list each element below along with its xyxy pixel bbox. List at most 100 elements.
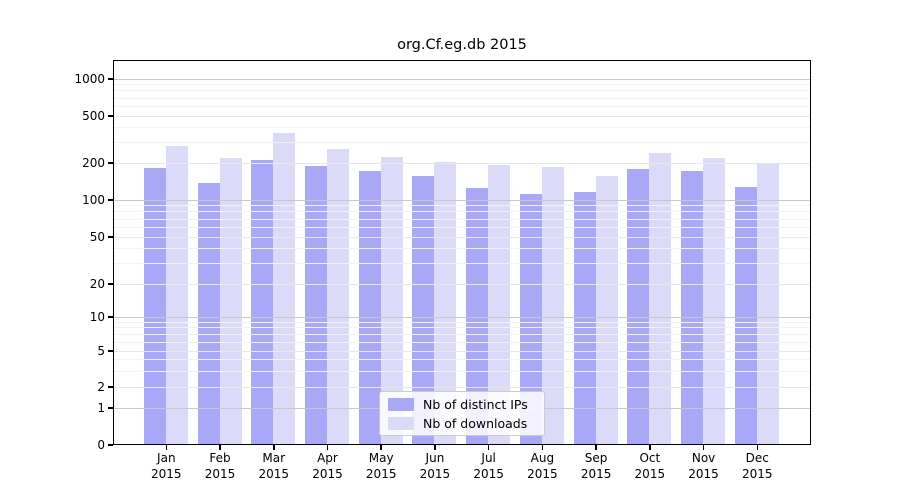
minor-gridline-3 bbox=[114, 370, 810, 372]
bar-apr-distinct-ips bbox=[304, 166, 327, 444]
x-tick-mark-oct bbox=[649, 445, 651, 450]
bar-jun-downloads bbox=[434, 161, 457, 444]
x-tick-mark-may bbox=[380, 445, 382, 450]
minor-gridline-70 bbox=[114, 218, 810, 220]
legend-swatch-distinct-ips bbox=[388, 397, 414, 411]
bar-nov-downloads bbox=[703, 157, 726, 444]
gridline-1000 bbox=[114, 78, 810, 80]
x-tick-mark-sep bbox=[595, 445, 597, 450]
x-tick-label-line: Nov bbox=[691, 451, 716, 465]
y-tick-label-10: 10 bbox=[89, 310, 105, 324]
x-tick-label-line: 2015 bbox=[688, 466, 719, 481]
bar-aug-downloads bbox=[541, 166, 564, 444]
bar-oct-distinct-ips bbox=[627, 169, 650, 444]
x-tick-label-line: Dec bbox=[745, 451, 769, 465]
x-tick-mark-jul bbox=[487, 445, 490, 450]
minor-gridline-400 bbox=[114, 126, 810, 128]
x-tick-label-jun: Jun 2015 bbox=[403, 451, 467, 482]
x-tick-label-line: 2015 bbox=[419, 466, 451, 481]
y-tick-label-100: 100 bbox=[82, 193, 105, 207]
y-tick-label-5: 5 bbox=[97, 344, 105, 358]
bar-apr-downloads bbox=[326, 148, 349, 444]
minor-gridline-6 bbox=[114, 341, 810, 343]
x-tick-label-line: 2015 bbox=[204, 466, 236, 481]
bar-mar-downloads bbox=[273, 133, 296, 444]
x-tick-mark-apr bbox=[326, 445, 329, 450]
gridline-500 bbox=[114, 115, 810, 117]
legend-item-distinct-ips: Nb of distinct IPs bbox=[388, 397, 536, 412]
bar-jan-downloads bbox=[165, 146, 188, 444]
x-tick-label-line: 2015 bbox=[312, 466, 343, 481]
y-tick-mark-0 bbox=[108, 444, 113, 446]
legend-swatch-downloads bbox=[388, 416, 414, 430]
gridline-50 bbox=[114, 236, 810, 238]
minor-gridline-8 bbox=[114, 327, 810, 329]
x-tick-label-line: 2015 bbox=[473, 466, 504, 481]
x-tick-mark-aug bbox=[541, 445, 544, 450]
gridline-2 bbox=[114, 386, 810, 388]
x-tick-label-aug: Aug 2015 bbox=[510, 451, 574, 482]
x-tick-label-jul: Jul 2015 bbox=[457, 451, 521, 482]
bar-oct-downloads bbox=[649, 153, 672, 444]
y-tick-mark-200 bbox=[108, 162, 113, 164]
bar-mar-distinct-ips bbox=[251, 159, 274, 444]
legend-label-downloads: Nb of downloads bbox=[423, 415, 528, 431]
y-tick-label-1: 1 bbox=[97, 401, 105, 415]
y-tick-mark-1 bbox=[108, 407, 113, 409]
y-tick-mark-1000 bbox=[108, 78, 113, 80]
x-tick-label-line: Sep bbox=[584, 451, 608, 465]
minor-gridline-7 bbox=[114, 333, 810, 335]
bar-jan-distinct-ips bbox=[143, 167, 166, 444]
x-tick-label-line: Aug bbox=[530, 451, 555, 465]
x-tick-mark-jun bbox=[434, 445, 436, 450]
x-tick-mark-dec bbox=[756, 445, 759, 450]
x-tick-label-feb: Feb 2015 bbox=[188, 451, 252, 482]
x-tick-mark-feb bbox=[219, 445, 221, 450]
bar-sep-distinct-ips bbox=[573, 192, 596, 444]
minor-gridline-30 bbox=[114, 262, 810, 264]
x-tick-label-nov: Nov 2015 bbox=[672, 451, 736, 482]
x-tick-label-line: Jul bbox=[481, 451, 496, 465]
gridline-100 bbox=[114, 199, 810, 201]
minor-gridline-90 bbox=[114, 205, 810, 207]
x-tick-label-line: 2015 bbox=[742, 466, 773, 481]
bar-feb-downloads bbox=[219, 157, 242, 444]
minor-gridline-800 bbox=[114, 90, 810, 92]
plot-area: Nb of distinct IPs Nb of downloads bbox=[113, 60, 811, 445]
bar-jun-distinct-ips bbox=[412, 175, 435, 444]
y-tick-label-200: 200 bbox=[82, 156, 105, 170]
minor-gridline-700 bbox=[114, 97, 810, 99]
gridline-10 bbox=[114, 316, 810, 318]
y-tick-label-1000: 1000 bbox=[74, 72, 105, 86]
legend-label-distinct-ips: Nb of distinct IPs bbox=[423, 396, 528, 412]
y-tick-mark-500 bbox=[108, 115, 113, 117]
bar-aug-distinct-ips bbox=[519, 193, 542, 444]
x-tick-label-line: Feb bbox=[209, 451, 231, 465]
y-tick-label-2: 2 bbox=[97, 380, 105, 394]
bar-jul-distinct-ips bbox=[466, 187, 489, 444]
y-tick-mark-20 bbox=[108, 283, 113, 285]
x-tick-label-line: Apr bbox=[317, 451, 338, 465]
minor-gridline-900 bbox=[114, 84, 810, 86]
bar-dec-distinct-ips bbox=[734, 187, 757, 444]
x-tick-mark-jan bbox=[165, 445, 168, 450]
bar-nov-distinct-ips bbox=[681, 170, 704, 444]
y-tick-label-50: 50 bbox=[89, 230, 105, 244]
x-tick-label-line: 2015 bbox=[151, 466, 182, 481]
chart-title: org.Cf.eg.db 2015 bbox=[397, 37, 527, 53]
x-tick-label-may: May 2015 bbox=[349, 451, 413, 482]
x-tick-label-line: 2015 bbox=[634, 466, 666, 481]
y-tick-mark-50 bbox=[108, 236, 113, 238]
bar-may-downloads bbox=[380, 156, 403, 444]
x-tick-label-oct: Oct 2015 bbox=[618, 451, 682, 482]
x-tick-label-mar: Mar 2015 bbox=[242, 451, 306, 482]
legend: Nb of distinct IPs Nb of downloads bbox=[379, 391, 545, 436]
x-tick-label-line: Jun bbox=[425, 451, 445, 465]
bar-feb-distinct-ips bbox=[197, 183, 220, 444]
minor-gridline-80 bbox=[114, 211, 810, 213]
gridline-20 bbox=[114, 283, 810, 285]
y-tick-mark-100 bbox=[108, 199, 113, 201]
bar-may-distinct-ips bbox=[358, 171, 381, 444]
gridline-200 bbox=[114, 162, 810, 164]
